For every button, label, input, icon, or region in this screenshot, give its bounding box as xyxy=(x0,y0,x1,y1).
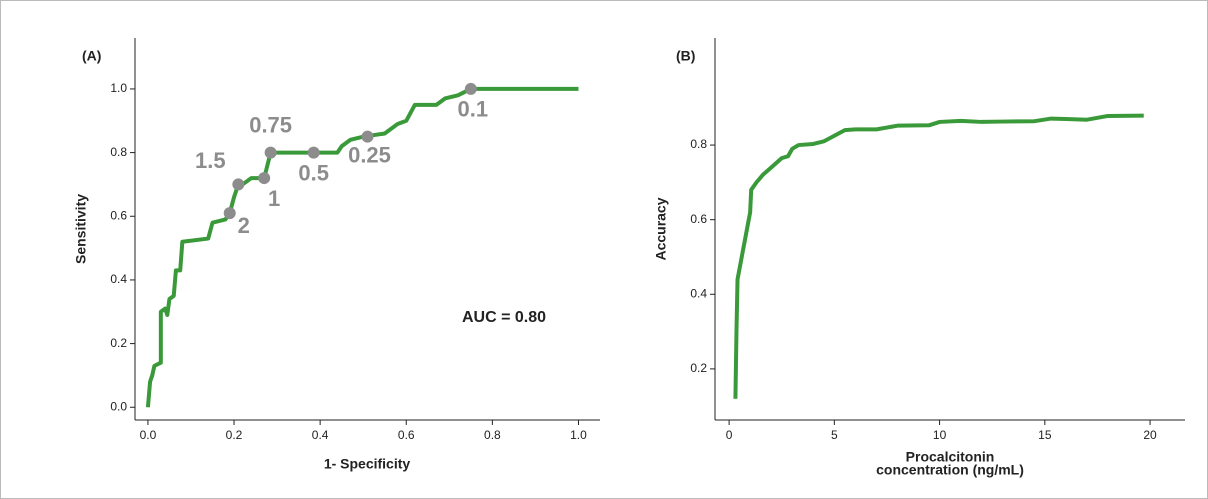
threshold-point xyxy=(223,207,236,220)
threshold-point xyxy=(464,82,477,95)
threshold-label: 1.5 xyxy=(195,148,226,173)
x-tick-label: 1.0 xyxy=(570,428,587,442)
x-tick-label: 0.4 xyxy=(312,428,329,442)
threshold-point xyxy=(361,130,374,143)
y-tick-label: 0.4 xyxy=(110,272,127,286)
threshold-label: 1 xyxy=(268,186,280,211)
threshold-point xyxy=(258,172,271,185)
x-tick-label: 15 xyxy=(1038,428,1052,442)
annotation: (A) xyxy=(82,48,101,64)
threshold-point xyxy=(264,146,277,159)
x-axis-label: Procalcitonin xyxy=(906,449,995,465)
line xyxy=(733,113,1144,399)
x-axis-label: concentration (ng/mL) xyxy=(876,462,1024,478)
y-tick-label: 0.0 xyxy=(110,399,127,413)
x-tick-label: 0.2 xyxy=(226,428,243,442)
threshold-label: 0.5 xyxy=(298,160,329,185)
y-tick-label: 0.8 xyxy=(690,137,707,151)
y-tick-label: 1.0 xyxy=(110,81,127,95)
threshold-label: 0.75 xyxy=(249,112,292,137)
y-tick-label: 0.2 xyxy=(690,361,707,375)
threshold-label: 0.1 xyxy=(458,97,489,122)
annotation: AUC = 0.80 xyxy=(462,309,546,326)
y-axis-label: Sensitivity xyxy=(73,194,89,264)
annotation: (B) xyxy=(676,48,695,64)
threshold-label: 2 xyxy=(238,213,250,238)
x-tick-label: 0.8 xyxy=(484,428,501,442)
y-tick-label: 0.6 xyxy=(690,212,707,226)
y-tick-label: 0.4 xyxy=(690,286,707,300)
x-axis-label: 1- Specificity xyxy=(324,456,411,472)
x-tick-label: 20 xyxy=(1143,428,1157,442)
x-tick-label: 10 xyxy=(933,428,947,442)
y-tick-label: 0.8 xyxy=(110,145,127,159)
threshold-point xyxy=(307,146,320,159)
x-tick-label: 0 xyxy=(726,428,733,442)
y-axis-label: Accuracy xyxy=(653,197,669,260)
y-tick-label: 0.2 xyxy=(110,336,127,350)
x-tick-label: 5 xyxy=(831,428,838,442)
x-tick-label: 0.6 xyxy=(398,428,415,442)
threshold-label: 0.25 xyxy=(348,142,391,167)
threshold-point xyxy=(232,178,245,191)
x-tick-label: 0.0 xyxy=(140,428,157,442)
y-tick-label: 0.6 xyxy=(110,208,127,222)
